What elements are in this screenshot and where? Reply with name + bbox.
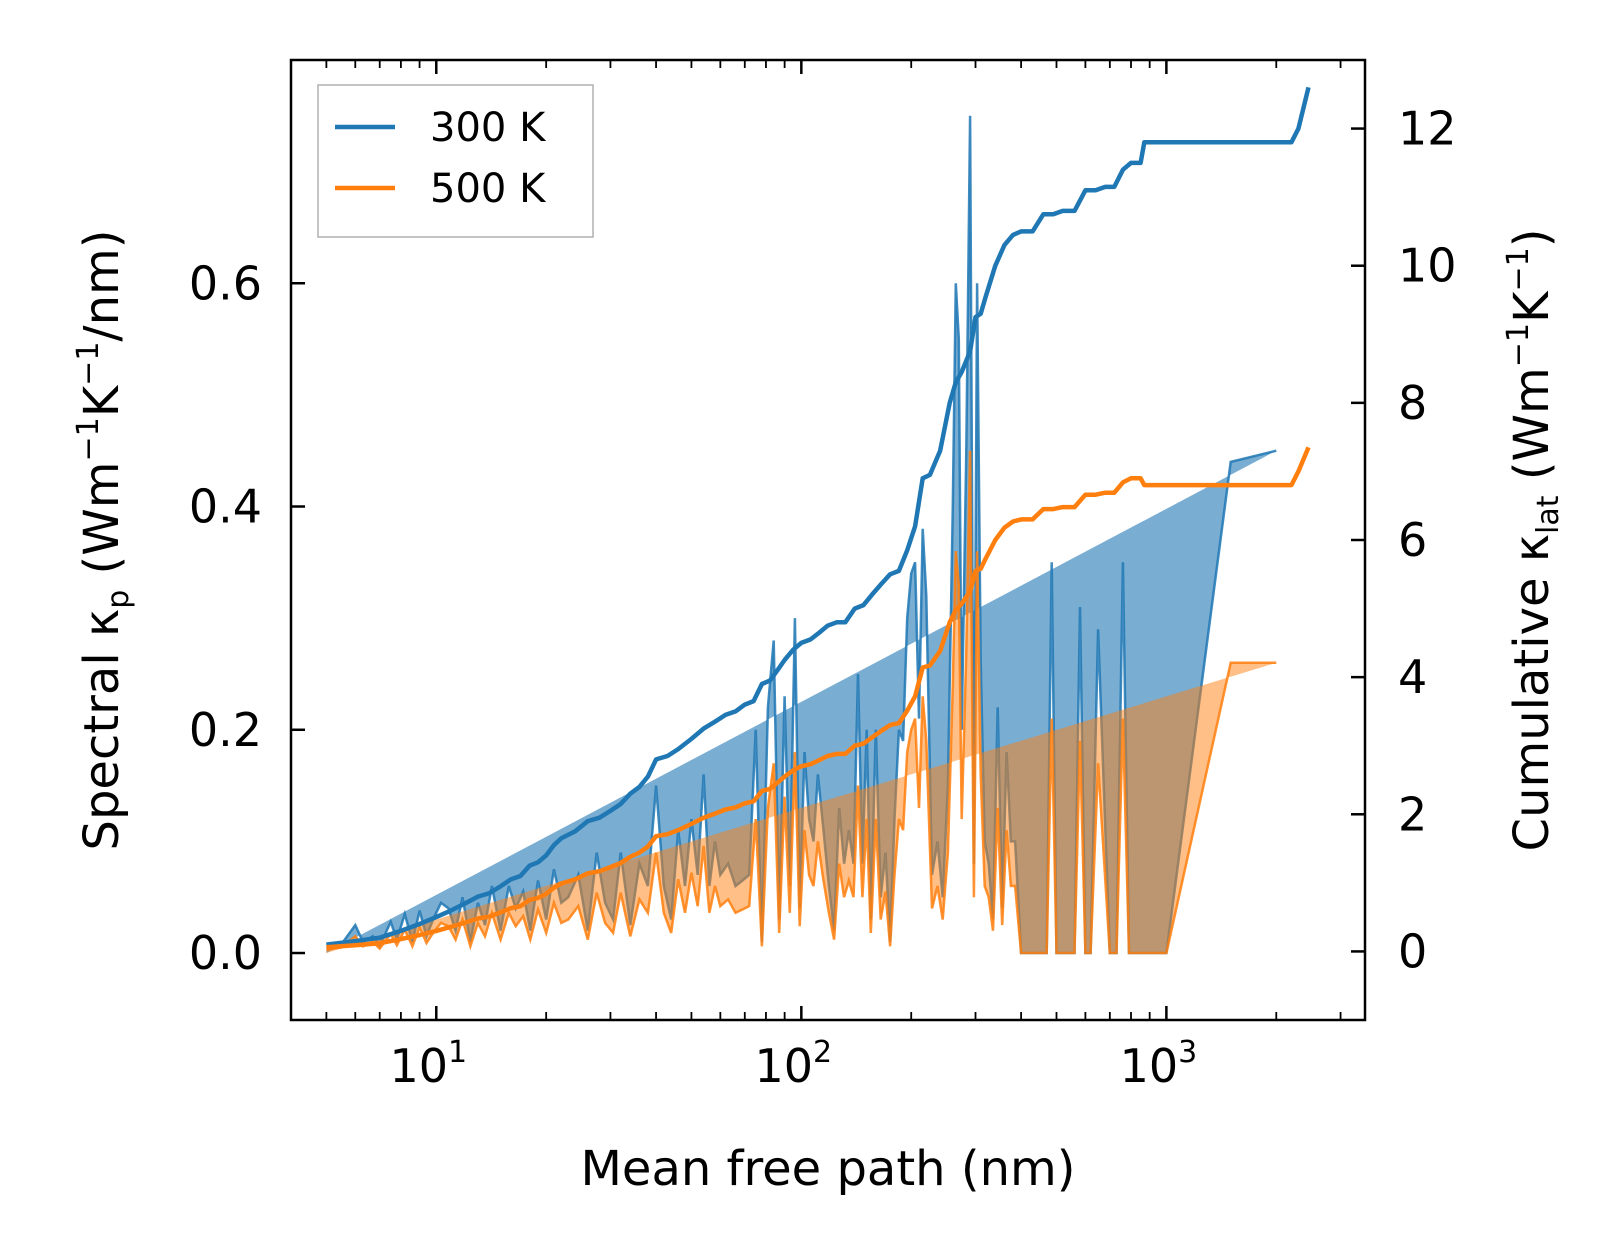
right-y-label-exp1: −1: [1501, 323, 1536, 367]
left-y-tick-label: 0.4: [189, 480, 262, 534]
right-y-tick-label: 6: [1398, 513, 1427, 567]
right-y-label-unit-open: (Wm: [1504, 367, 1560, 495]
left-y-tick-label: 0.6: [189, 256, 262, 310]
right-y-label-unit-close: ): [1504, 229, 1560, 248]
cumulative-line-500k: [326, 446, 1311, 950]
legend: 300 K 500 K: [317, 84, 594, 238]
x-axis-label: Mean free path (nm): [581, 1141, 1076, 1197]
right-y-label-main: Cumulative κ: [1504, 534, 1560, 852]
left-y-tick-label: 0.0: [189, 926, 262, 980]
right-y-label-exp2: −1: [1501, 247, 1536, 291]
left-y-tick-label: 0.2: [189, 703, 262, 757]
right-y-tick-label: 12: [1398, 102, 1457, 156]
right-y-tick-label: 10: [1398, 239, 1457, 293]
right-y-tick-label: 8: [1398, 376, 1427, 430]
left-y-label-exp1: −1: [71, 417, 106, 461]
spectral-line-500k: [326, 450, 1277, 955]
series-layer: [326, 86, 1311, 955]
left-y-label-unit-close: /nm): [74, 230, 130, 342]
left-y-label-exp2: −1: [71, 342, 106, 386]
ticks-layer: 101 102 103 0.0 0.2 0.4 0.6 0 2 4 6 8 10 12: [189, 60, 1457, 1093]
right-y-label-sub: lat: [1531, 495, 1566, 534]
x-tick-label: 101: [389, 1035, 467, 1093]
x-tick-label: 102: [755, 1035, 833, 1093]
spectral-fill-500k: [326, 450, 1277, 953]
legend-frame: [317, 84, 594, 238]
left-y-label-mid: K: [74, 384, 130, 417]
left-y-label-main: Spectral κ: [74, 609, 130, 851]
legend-label-300k: 300 K: [430, 105, 547, 151]
right-y-axis-label: Cumulative κlat (Wm−1K−1): [1501, 229, 1566, 852]
cumulative-line-300k: [326, 86, 1311, 947]
right-y-tick-label: 2: [1398, 787, 1427, 841]
left-y-axis-label: Spectral κp (Wm−1K−1/nm): [71, 230, 136, 851]
right-y-tick-label: 0: [1398, 924, 1427, 978]
legend-label-500k: 500 K: [430, 166, 547, 212]
right-y-label-mid: K: [1504, 290, 1560, 323]
x-tick-label: 103: [1120, 1035, 1198, 1093]
right-y-tick-label: 4: [1398, 650, 1427, 704]
left-y-label-sub: p: [101, 590, 136, 609]
left-y-label-unit-open: (Wm: [74, 462, 130, 590]
